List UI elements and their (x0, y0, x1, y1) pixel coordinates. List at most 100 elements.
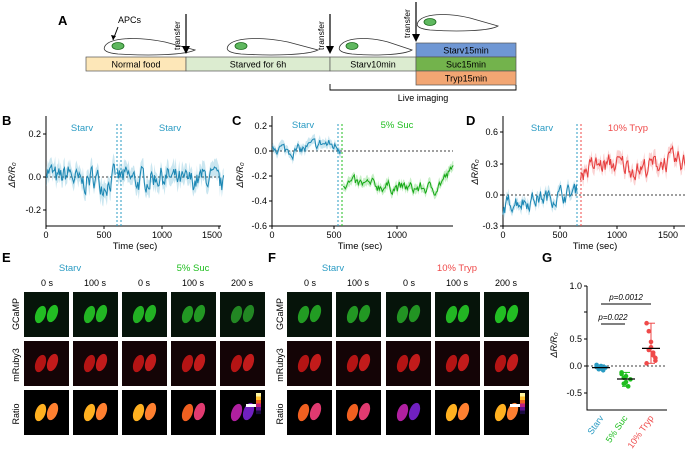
chart-g-pvalue-1: p=0.022 (597, 313, 628, 322)
stage-tryp15-label: Tryp15min (445, 74, 487, 84)
stage-starv10-label: Starv10min (350, 60, 396, 70)
panel-e-tile-mruby-4 (220, 341, 265, 386)
panel-f-row-mruby: mRuby3 (275, 348, 285, 382)
panel-f-time-4: 200 s (495, 278, 518, 288)
chart-c-trace-starv (271, 138, 342, 161)
chart-d-xtick-2: 1000 (607, 230, 627, 240)
chart-c-ylabel: ΔR/R₀ (235, 162, 245, 189)
chart-b-xtick-1: 500 (96, 230, 111, 240)
chart-c-ytick-2: -0.2 (251, 171, 267, 181)
chart-d-yticks (500, 131, 503, 227)
panel-f-tile-mruby-2 (386, 341, 431, 386)
chart-b-xticks (45, 226, 220, 229)
chart-g-point (619, 370, 624, 375)
chart-g-point (594, 362, 599, 368)
chart-g-yticks (584, 285, 587, 394)
panel-label-d: D (466, 113, 475, 128)
transfer-label-2: transfer (316, 21, 326, 50)
chart-g-axes (586, 286, 667, 411)
transfer-label-1: transfer (172, 21, 182, 50)
panel-f-time-0: 0 s (304, 278, 317, 288)
stage-suc15-label: Suc15min (446, 60, 486, 70)
chart-d-ylabel: ΔR/R₀ (470, 159, 480, 186)
chart-c-axes (271, 116, 453, 227)
transfer-arrows (182, 2, 420, 54)
chart-d-xtick-0: 0 (500, 230, 505, 240)
panel-f-tile-ratio-4 (484, 390, 529, 435)
panel-label-g: G (542, 250, 552, 265)
chart-g-points (592, 320, 660, 389)
chart-g-point (650, 350, 656, 355)
panel-label-a: A (58, 13, 68, 28)
panel-f-tile-gcamp-4 (484, 292, 529, 337)
chart-d-cond-left: Starv (531, 123, 553, 134)
chart-c-ytick-1: 0.0 (254, 146, 267, 156)
chart-g-point (646, 328, 652, 334)
larva-4 (416, 14, 499, 32)
panel-label-e: E (2, 250, 11, 265)
chart-c-ytick-0: 0.2 (254, 121, 267, 131)
panel-f-tile-gcamp-0 (287, 292, 332, 337)
stage-normal-food-label: Normal food (111, 60, 160, 70)
chart-c-cond-left: Starv (292, 120, 314, 131)
panel-e-row-gcamp: GCaMP (11, 298, 21, 330)
panel-e-tile-mruby-0 (24, 341, 69, 386)
chart-b-xtick-3: 1500 (202, 230, 222, 240)
panel-f-tile-gcamp-2 (386, 292, 431, 337)
panel-e-cond-left: Starv (59, 263, 81, 274)
chart-b-trace (45, 163, 116, 197)
panel-f-time-3: 100 s (446, 278, 469, 288)
chart-b-sem-band-2 (117, 157, 224, 200)
panel-f-tile-ratio-2 (386, 390, 431, 435)
panel-label-b: B (2, 113, 11, 128)
live-imaging-label: Live imaging (398, 93, 449, 103)
chart-b-xlabel: Time (sec) (113, 241, 158, 252)
panel-e-time-2: 0 s (138, 278, 151, 288)
chart-d: 0.6 0.3 0.0 -0.3 0 500 1000 1500 Time (s… (470, 116, 685, 252)
chart-g-point (653, 358, 658, 363)
chart-g-cat-2: 10% Tryp (626, 413, 656, 450)
panel-f-cond-right: 10% Tryp (437, 263, 477, 274)
chart-g-ytick-2: 0.0 (569, 361, 582, 371)
chart-c-xtick-2: 1000 (387, 230, 407, 240)
panel-e-time-0: 0 s (41, 278, 54, 288)
live-imaging-bracket (329, 84, 517, 91)
chart-g-ytick-0: 1.0 (569, 281, 582, 291)
panel-f-time-1: 100 s (347, 278, 370, 288)
panel-e-colorbar (256, 393, 261, 415)
chart-d-ytick-2: 0.0 (485, 190, 498, 200)
chart-g-point (625, 384, 631, 389)
panel-f-tile-ratio-3 (435, 390, 480, 435)
chart-g-ytick-3: -0.5 (566, 388, 582, 398)
panel-label-c: C (232, 113, 242, 128)
chart-g-cat-0: Starv (585, 413, 606, 436)
chart-b-xtick-2: 1000 (152, 230, 172, 240)
panel-f-tile-gcamp-1 (336, 292, 381, 337)
panel-f-tile-mruby-4 (484, 341, 529, 386)
panel-e-tile-gcamp-1 (73, 292, 118, 337)
panel-f-tile-ratio-0 (287, 390, 332, 435)
chart-c-yticks (269, 125, 272, 227)
chart-b-ytick-1: 0.0 (28, 172, 41, 182)
panel-f-tile-gcamp-3 (435, 292, 480, 337)
panel-e-time-1: 100 s (84, 278, 107, 288)
panel-f-image-grid (287, 292, 529, 435)
chart-c-ytick-4: -0.6 (251, 221, 267, 231)
chart-d-ytick-0: 0.6 (485, 127, 498, 137)
chart-c: 0.2 0.0 -0.2 -0.4 -0.6 0 500 1000 Time (… (235, 116, 454, 252)
panel-e-time-4: 200 s (231, 278, 254, 288)
panel-e-row-ratio: Ratio (11, 403, 21, 424)
chart-c-xlabel: Time (sec) (338, 241, 383, 252)
panel-e-tile-ratio-3 (171, 390, 216, 435)
chart-g-point (621, 381, 627, 386)
panel-e-cond-right: 5% Suc (177, 263, 210, 274)
chart-b-ytick-2: -0.2 (25, 205, 41, 215)
chart-d-cond-right: 10% Tryp (608, 123, 648, 134)
chart-d-ytick-1: 0.3 (485, 159, 498, 169)
chart-c-sem-band-starv (272, 133, 341, 165)
apcs-label: APCs (118, 15, 142, 25)
chart-c-ytick-3: -0.4 (251, 196, 267, 206)
panel-f-tile-mruby-0 (287, 341, 332, 386)
chart-g-point (623, 373, 629, 379)
chart-c-xticks (271, 226, 398, 229)
